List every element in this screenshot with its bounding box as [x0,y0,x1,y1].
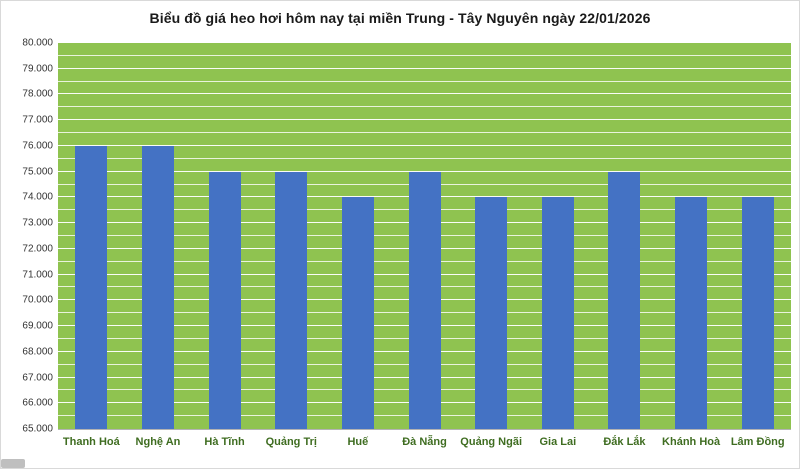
bar-slot [191,43,258,429]
gridline [58,42,791,43]
gridline [58,144,791,146]
bar-huế [341,197,374,429]
bar-slot [591,43,658,429]
y-axis-label: 65.000 [22,423,53,435]
y-axis-label: 70.000 [22,294,53,306]
bar-quảng-ngãi [475,197,508,429]
bar-slot [658,43,725,429]
y-axis-label: 68.000 [22,346,53,358]
bar-slot [258,43,325,429]
bar-slot [125,43,192,429]
x-axis-label: Gia Lai [539,436,577,448]
x-axis-labels: Thanh Hoá Nghệ An Hà Tĩnh Quảng Trị Huế Đà Nẵ… [58,433,791,459]
y-axis-label: 77.000 [22,114,53,126]
y-axis: 80.000 79.000 78.000 77.000 76.000 75.000 74.0… [1,38,53,435]
x-axis-label: Quảng Ngãi [460,436,523,448]
y-axis-label: 78.000 [22,88,53,100]
bar-thanh-hoá [75,145,108,429]
x-axis-label: Lâm Đồng [730,436,785,448]
y-axis-label: 76.000 [22,140,53,152]
x-axis-label: Nghệ An [135,436,181,448]
bar-đà-nẵng [408,171,441,429]
scrollbar-fragment[interactable] [1,459,25,468]
bar-slot [58,43,125,429]
y-axis-label: 67.000 [22,372,53,384]
bar-slot [391,43,458,429]
y-axis-label: 74.000 [22,191,53,203]
bar-gia-lai [541,197,574,429]
bar-slot [325,43,392,429]
gridline [58,67,791,69]
y-axis-label: 75.000 [22,166,53,178]
plot-area [58,42,791,430]
y-axis-label: 71.000 [22,269,53,281]
bar-lâm-đồng [741,197,774,429]
bar-slot [458,43,525,429]
bar-slot [724,43,791,429]
x-axis-label: Đắk Lắk [603,436,646,448]
gridline [58,54,791,56]
bar-quảng-trị [275,171,308,429]
y-axis-label: 80.000 [22,37,53,49]
bar-khánh-hoà [675,197,708,429]
bars-row [58,43,791,429]
chart-title: Biểu đồ giá heo hơi hôm nay tại miền Tru… [149,10,651,26]
y-axis-label: 79.000 [22,63,53,75]
gridline [58,106,791,108]
bar-nghệ-an [141,145,174,429]
gridline [58,170,791,172]
gridline [58,157,791,159]
x-axis-label: Huế [347,436,369,448]
x-axis-label: Khánh Hoà [662,436,721,448]
x-axis-label: Hà Tĩnh [204,436,245,448]
gridline [58,119,791,121]
bar-hà-tĩnh [208,171,241,429]
x-axis-label: Đà Nẵng [402,436,447,448]
y-axis-label: 66.000 [22,397,53,409]
y-axis-label: 69.000 [22,320,53,332]
gridline [58,93,791,95]
bar-slot [524,43,591,429]
gridline [58,132,791,134]
bar-đắk-lắk [608,171,641,429]
gridline [58,80,791,82]
y-axis-label: 73.000 [22,217,53,229]
x-axis-label: Thanh Hoá [62,436,120,448]
y-axis-label: 72.000 [22,243,53,255]
x-axis-label: Quảng Trị [265,436,317,448]
